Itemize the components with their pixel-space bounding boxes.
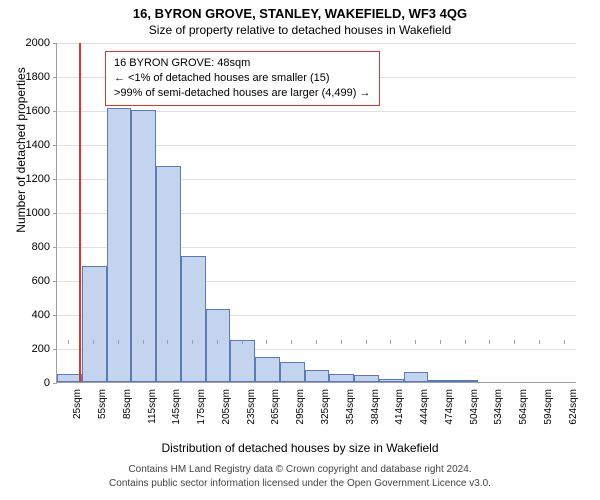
x-tick-label: 85sqm <box>122 389 133 419</box>
y-tick-label: 200 <box>32 343 50 355</box>
y-tick-label: 400 <box>32 309 50 321</box>
x-tick-mark <box>291 340 292 344</box>
y-tick-mark <box>53 77 57 78</box>
x-tick-label: 145sqm <box>171 389 182 425</box>
x-tick-mark <box>93 340 94 344</box>
y-tick-label: 0 <box>44 377 50 389</box>
x-tick-mark <box>242 340 243 344</box>
y-tick-mark <box>53 247 57 248</box>
x-tick-mark <box>564 340 565 344</box>
y-tick-mark <box>53 213 57 214</box>
x-tick-mark <box>266 340 267 344</box>
y-tick-mark <box>53 145 57 146</box>
x-tick-label: 295sqm <box>295 389 306 425</box>
x-tick-mark <box>514 340 515 344</box>
x-tick-label: 354sqm <box>345 389 356 425</box>
x-tick-mark <box>68 340 69 344</box>
y-tick-label: 1000 <box>26 207 50 219</box>
bar <box>230 340 255 383</box>
x-tick-label: 25sqm <box>72 389 83 419</box>
bar <box>131 110 156 382</box>
x-tick-label: 444sqm <box>419 389 430 425</box>
x-tick-label: 325sqm <box>320 389 331 425</box>
y-tick-mark <box>53 281 57 282</box>
bar <box>206 309 231 382</box>
x-tick-mark <box>390 340 391 344</box>
bar <box>453 380 478 382</box>
gridline <box>57 43 576 44</box>
y-tick-label: 1200 <box>26 173 50 185</box>
x-tick-label: 55sqm <box>97 389 108 419</box>
bar <box>181 256 206 382</box>
x-tick-mark <box>415 340 416 344</box>
bar <box>280 362 305 382</box>
annotation-line: >99% of semi-detached houses are larger … <box>114 86 371 101</box>
bar <box>354 375 379 382</box>
x-tick-mark <box>489 340 490 344</box>
y-tick-label: 1600 <box>26 105 50 117</box>
x-tick-label: 564sqm <box>518 389 529 425</box>
x-tick-label: 115sqm <box>147 389 158 424</box>
bar <box>156 166 181 382</box>
page-title: 16, BYRON GROVE, STANLEY, WAKEFIELD, WF3… <box>0 0 600 21</box>
x-tick-mark <box>192 340 193 344</box>
x-tick-label: 594sqm <box>543 389 554 425</box>
chart-area: 16 BYRON GROVE: 48sqm← <1% of detached h… <box>56 43 576 383</box>
y-tick-mark <box>53 111 57 112</box>
x-tick-label: 205sqm <box>221 389 232 425</box>
y-tick-label: 1400 <box>26 139 50 151</box>
bar <box>255 357 280 383</box>
y-tick-mark <box>53 179 57 180</box>
bar <box>379 379 404 382</box>
x-tick-mark <box>465 340 466 344</box>
y-tick-label: 800 <box>32 241 50 253</box>
bar <box>57 374 82 383</box>
y-tick-mark <box>53 349 57 350</box>
x-tick-label: 504sqm <box>469 389 480 425</box>
x-tick-mark <box>143 340 144 344</box>
x-tick-label: 265sqm <box>270 389 281 425</box>
x-tick-label: 235sqm <box>246 389 257 425</box>
y-tick-label: 600 <box>32 275 50 287</box>
x-tick-label: 175sqm <box>196 389 207 425</box>
bar <box>329 374 354 383</box>
bar <box>107 108 132 382</box>
annotation-box: 16 BYRON GROVE: 48sqm← <1% of detached h… <box>105 51 380 106</box>
y-tick-label: 1800 <box>26 71 50 83</box>
y-tick-mark <box>53 43 57 44</box>
x-tick-label: 384sqm <box>370 389 381 425</box>
x-tick-mark <box>118 340 119 344</box>
bar <box>82 266 107 382</box>
y-tick-mark <box>53 315 57 316</box>
bar <box>428 380 453 382</box>
page-subtitle: Size of property relative to detached ho… <box>0 21 600 39</box>
x-tick-mark <box>440 340 441 344</box>
footer-attribution: Contains HM Land Registry data © Crown c… <box>0 463 600 490</box>
annotation-line: ← <1% of detached houses are smaller (15… <box>114 71 371 86</box>
x-tick-mark <box>366 340 367 344</box>
x-tick-label: 624sqm <box>568 389 579 425</box>
x-tick-mark <box>167 340 168 344</box>
footer-line: Contains HM Land Registry data © Crown c… <box>0 463 600 477</box>
x-axis-label: Distribution of detached houses by size … <box>0 441 600 455</box>
bar <box>305 370 330 382</box>
footer-line: Contains public sector information licen… <box>0 477 600 491</box>
bar <box>404 372 429 382</box>
property-marker-line <box>79 43 81 382</box>
x-tick-label: 534sqm <box>493 389 504 425</box>
x-tick-mark <box>539 340 540 344</box>
annotation-line: 16 BYRON GROVE: 48sqm <box>114 56 371 71</box>
x-tick-mark <box>341 340 342 344</box>
x-tick-label: 414sqm <box>394 389 405 425</box>
x-tick-mark <box>217 340 218 344</box>
y-tick-label: 2000 <box>26 37 50 49</box>
plot-region: 16 BYRON GROVE: 48sqm← <1% of detached h… <box>56 43 576 383</box>
x-tick-mark <box>316 340 317 344</box>
y-tick-mark <box>53 383 57 384</box>
x-tick-label: 474sqm <box>444 389 455 425</box>
